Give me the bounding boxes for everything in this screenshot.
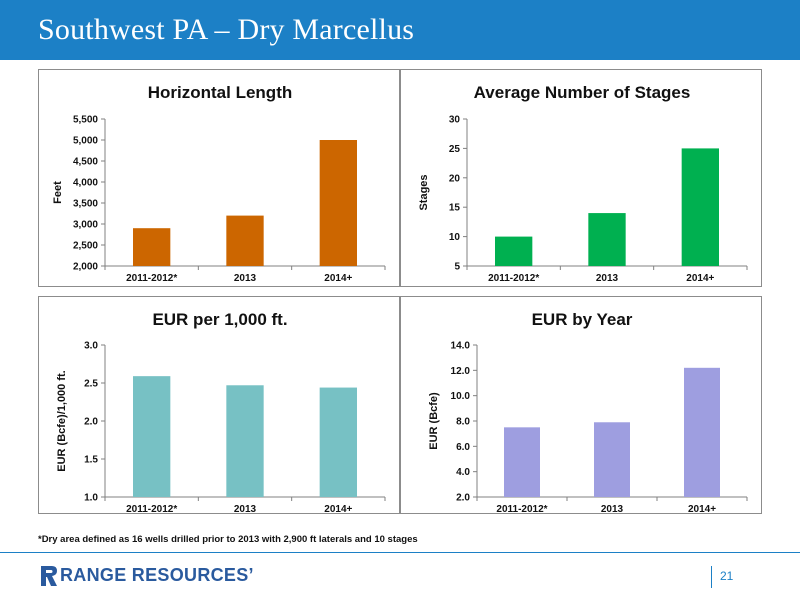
chart-panel-horizontal-length: Horizontal Length Feet 2,000 2,500 3,000 3,50… [38,69,400,287]
footnote: *Dry area defined as 16 wells drilled pr… [38,534,418,545]
x-tick-label: 2011-2012* [126,504,177,515]
chart-title: EUR by Year [532,310,633,329]
bar [588,213,626,266]
bar [495,236,533,266]
bar [681,148,719,266]
y-tick-label: 2.5 [84,379,98,390]
y-tick-label: 12.0 [451,366,471,377]
y-tick-label: 8.0 [456,417,470,428]
y-tick-label: 10 [449,232,461,243]
y-axis-label: Stages [418,174,430,210]
x-tick-label: 2013 [234,504,257,515]
chart-stages: Average Number of Stages Stages 5 10 15 20 25 3… [418,83,748,284]
x-tick-label: 2014+ [686,273,714,284]
y-tick-label: 2,500 [73,241,98,252]
x-tick-label: 2014+ [324,273,352,284]
bar [133,376,171,497]
y-tick-label: 4,500 [73,157,98,168]
bar [319,387,357,497]
bar [684,367,720,497]
page-title: Southwest PA – Dry Marcellus [38,13,415,46]
bar [133,228,171,266]
bar [226,215,264,266]
y-tick-label: 25 [449,144,461,155]
chart-eur-by-year: EUR by Year EUR (Bcfe) 2.0 4.0 6.0 8.0 10.0 12.… [428,310,748,515]
y-tick-label: 1.5 [84,455,98,466]
page-number: 21 [720,569,734,583]
y-tick-label: 3,500 [73,199,98,210]
y-tick-label: 1.0 [84,493,98,504]
y-tick-label: 15 [449,203,461,214]
range-resources-logo-icon [41,566,57,586]
y-tick-label: 3,000 [73,220,98,231]
y-tick-label: 30 [449,115,461,126]
y-tick-label: 6.0 [456,442,470,453]
y-tick-label: 4.0 [456,467,470,478]
x-tick-label: 2014+ [324,504,352,515]
chart-panel-eur-per-1000: EUR per 1,000 ft. EUR (Bcfe)/1,000 ft. 1.0… [38,296,400,515]
y-tick-label: 2.0 [456,493,470,504]
chart-title: Average Number of Stages [474,83,691,102]
x-tick-label: 2014+ [688,504,716,515]
chart-panel-eur-by-year: EUR by Year EUR (Bcfe) 2.0 4.0 6.0 8.0 10.0 12.… [400,296,762,515]
chart-title: Horizontal Length [148,83,292,102]
chart-title: EUR per 1,000 ft. [152,310,287,329]
y-tick-label: 20 [449,173,461,184]
y-tick-label: 10.0 [451,391,471,402]
x-tick-label: 2011-2012* [126,273,177,284]
y-tick-label: 5,500 [73,115,98,126]
company-name: RANGE RESOURCES’ [60,565,254,585]
y-tick-label: 14.0 [451,341,471,352]
y-tick-label: 3.0 [84,341,98,352]
y-tick-label: 2.0 [84,417,98,428]
bar [594,422,630,497]
x-tick-label: 2011-2012* [496,504,547,515]
bar [319,140,357,266]
y-tick-label: 5 [454,262,460,273]
y-tick-label: 5,000 [73,136,98,147]
y-tick-label: 2,000 [73,262,98,273]
chart-panel-stages: Average Number of Stages Stages 5 10 15 20 25 3… [400,69,762,287]
y-tick-label: 4,000 [73,178,98,189]
page-number-separator [711,566,712,588]
header-bar: Southwest PA – Dry Marcellus [0,0,800,60]
bar [504,427,540,497]
x-tick-label: 2013 [601,504,624,515]
y-axis-label: EUR (Bcfe)/1,000 ft. [56,370,68,471]
chart-eur-per-1000: EUR per 1,000 ft. EUR (Bcfe)/1,000 ft. 1.0… [56,310,386,515]
x-tick-label: 2013 [596,273,619,284]
y-axis-label: EUR (Bcfe) [428,392,440,450]
chart-horizontal-length: Horizontal Length Feet 2,000 2,500 3,000 3,50… [52,83,386,284]
x-tick-label: 2013 [234,273,257,284]
footer-divider [0,552,800,553]
bar [226,385,264,497]
x-tick-label: 2011-2012* [488,273,539,284]
y-axis-label: Feet [52,181,64,204]
